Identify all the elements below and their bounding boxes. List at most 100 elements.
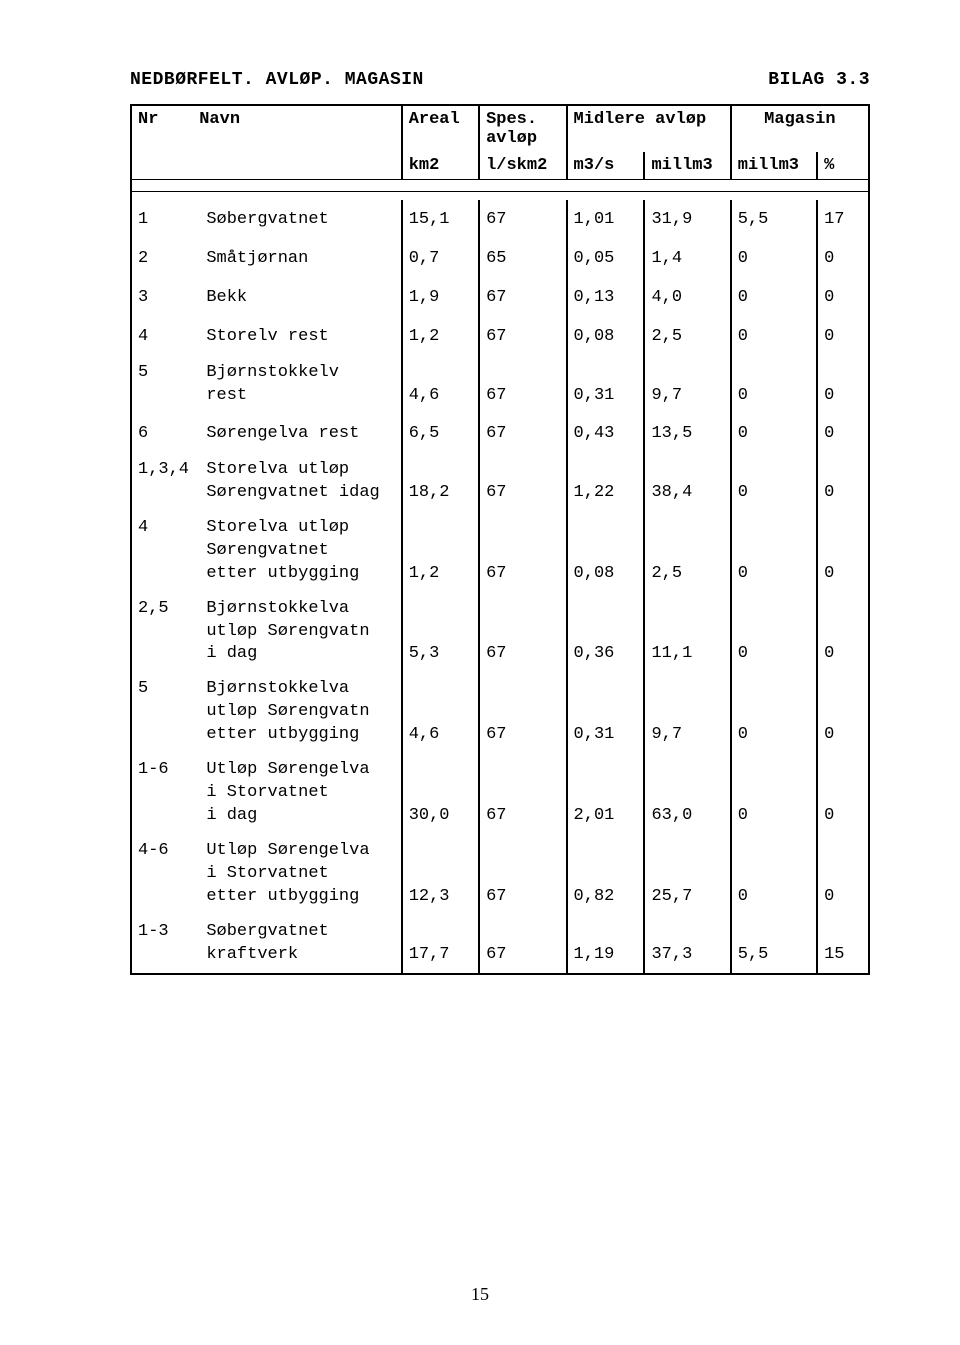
table-row: 5Bjørnstokkelv rest4,6670,319,700 — [131, 356, 869, 414]
cell-millm3-a: 13,5 — [644, 414, 730, 453]
cell-navn: Storelva utløp Sørengvatnet idag — [200, 453, 401, 511]
cell-areal: 15,1 — [402, 200, 479, 239]
cell-m3s: 0,36 — [567, 592, 645, 673]
col-midlere: Midlere avløp — [567, 105, 731, 152]
table-row: 6Sørengelva rest6,5670,4313,500 — [131, 414, 869, 453]
cell-nr: 4-6 — [131, 834, 200, 915]
cell-nr: 2 — [131, 239, 200, 278]
cell-millm3-a: 9,7 — [644, 672, 730, 753]
cell-m3s: 0,05 — [567, 239, 645, 278]
cell-navn: Utløp Sørengelva i Storvatnet i dag — [200, 753, 401, 834]
cell-m3s: 1,01 — [567, 200, 645, 239]
cell-spes: 67 — [479, 753, 566, 834]
table-row: 1Søbergvatnet15,1671,0131,95,517 — [131, 200, 869, 239]
document-page: NEDBØRFELT. AVLØP. MAGASIN BILAG 3.3 Nr … — [0, 0, 960, 1345]
cell-spes: 67 — [479, 453, 566, 511]
cell-spes: 67 — [479, 672, 566, 753]
page-header: NEDBØRFELT. AVLØP. MAGASIN BILAG 3.3 — [130, 70, 870, 90]
col-pct: % — [817, 152, 869, 180]
cell-millm3-a: 25,7 — [644, 834, 730, 915]
cell-pct: 0 — [817, 414, 869, 453]
cell-millm3-b: 0 — [731, 356, 817, 414]
col-millm3-a: millm3 — [644, 152, 730, 180]
cell-millm3-a: 63,0 — [644, 753, 730, 834]
cell-spes: 67 — [479, 414, 566, 453]
cell-areal: 1,2 — [402, 511, 479, 592]
cell-pct: 0 — [817, 672, 869, 753]
cell-millm3-a: 2,5 — [644, 317, 730, 356]
table-row: 1-3Søbergvatnet kraftverk17,7671,1937,35… — [131, 915, 869, 974]
page-number: 15 — [0, 1284, 960, 1305]
table-row: 1,3,4Storelva utløp Sørengvatnet idag18,… — [131, 453, 869, 511]
cell-nr: 6 — [131, 414, 200, 453]
cell-pct: 17 — [817, 200, 869, 239]
table-row: 1-6Utløp Sørengelva i Storvatnet i dag30… — [131, 753, 869, 834]
cell-m3s: 1,19 — [567, 915, 645, 974]
cell-areal: 4,6 — [402, 356, 479, 414]
cell-millm3-b: 5,5 — [731, 915, 817, 974]
cell-spes: 67 — [479, 592, 566, 673]
cell-m3s: 0,82 — [567, 834, 645, 915]
cell-areal: 30,0 — [402, 753, 479, 834]
col-millm3-b: millm3 — [731, 152, 817, 180]
cell-nr: 3 — [131, 278, 200, 317]
cell-millm3-a: 31,9 — [644, 200, 730, 239]
col-magasin: Magasin — [731, 105, 869, 152]
table-body: 1Søbergvatnet15,1671,0131,95,5172Småtjør… — [131, 180, 869, 974]
cell-nr: 1,3,4 — [131, 453, 200, 511]
col-nr-label: Nr — [138, 110, 158, 129]
cell-spes: 67 — [479, 200, 566, 239]
col-m3s: m3/s — [567, 152, 645, 180]
cell-areal: 17,7 — [402, 915, 479, 974]
cell-nr: 1 — [131, 200, 200, 239]
cell-m3s: 0,43 — [567, 414, 645, 453]
col-spes-top: Spes. avløp — [479, 105, 566, 152]
cell-millm3-a: 37,3 — [644, 915, 730, 974]
col-areal-top: Areal — [402, 105, 479, 152]
cell-nr: 5 — [131, 356, 200, 414]
cell-m3s: 2,01 — [567, 753, 645, 834]
cell-millm3-a: 4,0 — [644, 278, 730, 317]
table-row: 2,5Bjørnstokkelva utløp Sørengvatn i dag… — [131, 592, 869, 673]
cell-nr: 4 — [131, 317, 200, 356]
cell-areal: 6,5 — [402, 414, 479, 453]
cell-areal: 1,9 — [402, 278, 479, 317]
cell-millm3-b: 0 — [731, 414, 817, 453]
cell-millm3-b: 0 — [731, 278, 817, 317]
cell-spes: 67 — [479, 834, 566, 915]
cell-navn: Søbergvatnet kraftverk — [200, 915, 401, 974]
cell-millm3-a: 1,4 — [644, 239, 730, 278]
cell-navn: Bekk — [200, 278, 401, 317]
cell-pct: 0 — [817, 356, 869, 414]
cell-m3s: 0,08 — [567, 511, 645, 592]
cell-millm3-a: 38,4 — [644, 453, 730, 511]
cell-m3s: 0,13 — [567, 278, 645, 317]
col-spes-unit: l/skm2 — [479, 152, 566, 180]
cell-pct: 0 — [817, 753, 869, 834]
cell-areal: 12,3 — [402, 834, 479, 915]
cell-millm3-b: 0 — [731, 239, 817, 278]
cell-m3s: 0,31 — [567, 672, 645, 753]
table-row: 4Storelva utløp Sørengvatnet etter utbyg… — [131, 511, 869, 592]
cell-pct: 0 — [817, 511, 869, 592]
cell-millm3-b: 0 — [731, 511, 817, 592]
cell-areal: 4,6 — [402, 672, 479, 753]
cell-millm3-b: 0 — [731, 592, 817, 673]
cell-millm3-b: 0 — [731, 317, 817, 356]
data-table: Nr Navn Areal Spes. avløp Midlere avløp … — [130, 104, 870, 975]
cell-pct: 0 — [817, 453, 869, 511]
cell-spes: 67 — [479, 915, 566, 974]
table-row: 2Småtjørnan0,7650,051,400 — [131, 239, 869, 278]
cell-nr: 5 — [131, 672, 200, 753]
cell-areal: 0,7 — [402, 239, 479, 278]
cell-navn: Bjørnstokkelva utløp Sørengvatn etter ut… — [200, 672, 401, 753]
table-row: 5Bjørnstokkelva utløp Sørengvatn etter u… — [131, 672, 869, 753]
cell-millm3-a: 11,1 — [644, 592, 730, 673]
cell-millm3-a: 2,5 — [644, 511, 730, 592]
header-title-left: NEDBØRFELT. AVLØP. MAGASIN — [130, 70, 424, 90]
cell-pct: 0 — [817, 592, 869, 673]
cell-nr: 2,5 — [131, 592, 200, 673]
spes-mid-text: avløp — [486, 129, 537, 148]
col-navn-label: Navn — [199, 110, 240, 129]
cell-millm3-b: 5,5 — [731, 200, 817, 239]
